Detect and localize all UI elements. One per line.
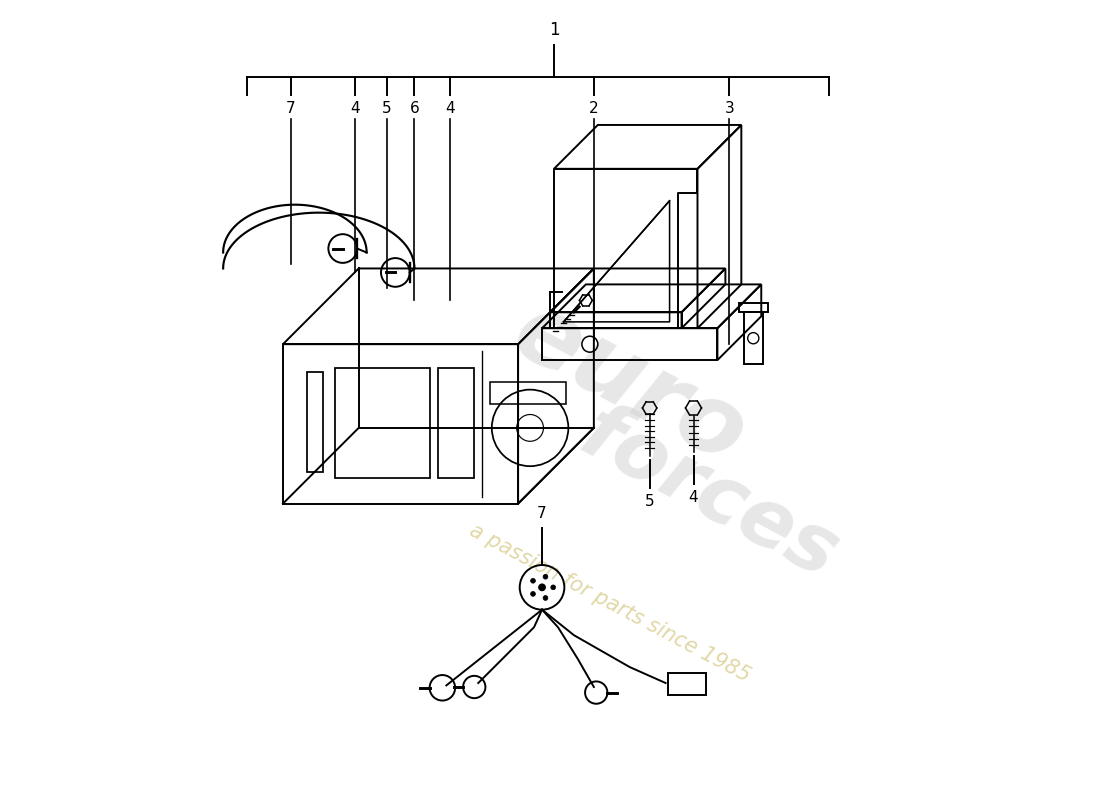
Text: a passion for parts since 1985: a passion for parts since 1985 (466, 521, 754, 686)
Text: forces: forces (568, 395, 851, 596)
Text: 1: 1 (549, 21, 559, 39)
Text: 7: 7 (537, 506, 547, 521)
Text: 2: 2 (588, 101, 598, 116)
Circle shape (530, 591, 536, 596)
Circle shape (543, 595, 548, 600)
Text: 4: 4 (446, 101, 455, 116)
Text: 5: 5 (645, 494, 654, 509)
Text: 4: 4 (350, 101, 360, 116)
Text: 3: 3 (725, 101, 735, 116)
Circle shape (543, 574, 548, 579)
Circle shape (551, 585, 556, 590)
Text: 5: 5 (382, 101, 392, 116)
Circle shape (539, 584, 546, 590)
Text: euro: euro (497, 284, 762, 484)
Text: 4: 4 (689, 490, 698, 505)
Text: 6: 6 (409, 101, 419, 116)
Text: 7: 7 (286, 101, 296, 116)
Circle shape (530, 578, 536, 583)
